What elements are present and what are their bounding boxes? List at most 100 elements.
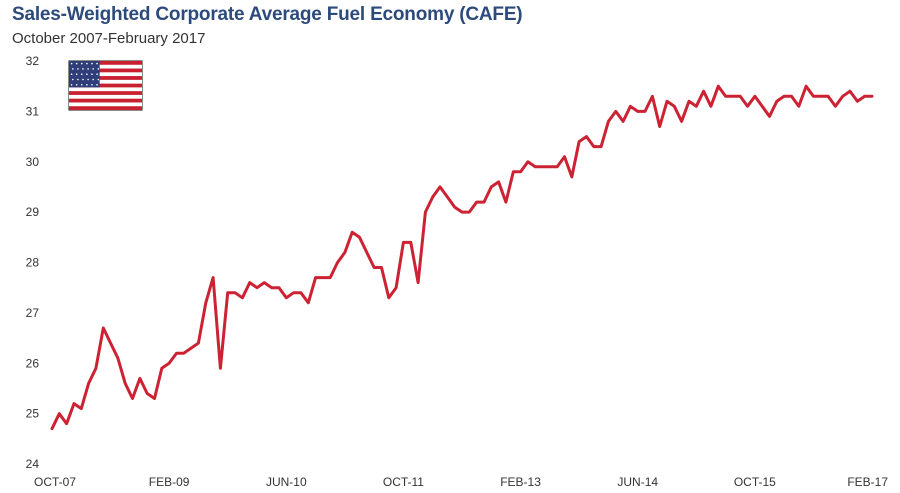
flag-star <box>77 68 79 70</box>
data-point <box>117 357 119 359</box>
data-point <box>856 100 858 102</box>
data-point <box>527 161 529 163</box>
flag-star <box>97 68 100 70</box>
data-point <box>197 342 199 344</box>
data-point <box>234 292 236 294</box>
x-tick-label: FEB-13 <box>500 475 541 489</box>
data-point <box>717 85 719 87</box>
data-point <box>761 105 763 107</box>
data-point <box>219 367 221 369</box>
data-point <box>271 287 273 289</box>
flag-star <box>87 78 89 81</box>
data-point <box>703 90 705 92</box>
flag-star <box>86 73 88 75</box>
x-tick-label: JUN-10 <box>266 475 307 489</box>
data-point <box>322 277 324 279</box>
data-point <box>439 186 441 188</box>
y-tick-label: 30 <box>26 155 40 169</box>
data-point <box>534 166 536 168</box>
data-point <box>344 251 346 253</box>
data-point <box>146 393 148 394</box>
y-tick-label: 24 <box>26 457 40 471</box>
data-point <box>637 110 639 112</box>
data-point <box>769 115 770 117</box>
data-point <box>388 297 390 299</box>
data-point <box>827 95 829 97</box>
data-point <box>520 171 522 173</box>
data-point <box>168 362 170 364</box>
y-tick-label: 26 <box>26 356 40 370</box>
data-point <box>490 186 492 188</box>
x-tick-label: OCT-15 <box>734 475 776 489</box>
data-point <box>190 347 192 349</box>
data-point <box>776 100 778 102</box>
data-point <box>681 120 683 122</box>
flag-stripe <box>69 83 142 88</box>
flag-star <box>97 78 100 81</box>
y-tick-label: 28 <box>26 256 40 270</box>
data-point <box>498 181 500 183</box>
data-point <box>73 403 75 405</box>
data-point <box>424 211 426 213</box>
data-point <box>754 95 756 97</box>
data-point <box>476 201 478 203</box>
data-point <box>629 105 631 107</box>
data-point <box>366 251 368 253</box>
data-point <box>176 352 177 354</box>
data-point <box>556 166 558 168</box>
data-point <box>593 146 595 148</box>
flag-stripe <box>69 98 142 103</box>
data-point <box>564 156 565 158</box>
data-point <box>58 413 60 415</box>
x-tick-label: OCT-11 <box>383 475 424 489</box>
data-point <box>51 428 53 430</box>
data-point <box>278 287 280 289</box>
flag-star <box>91 73 93 75</box>
flag-stripe <box>69 106 142 110</box>
data-point <box>212 277 214 279</box>
data-point <box>351 231 353 233</box>
x-tick-label: OCT-07 <box>34 475 76 489</box>
chart-title: Sales-Weighted Corporate Average Fuel Ec… <box>12 4 523 25</box>
data-point <box>110 342 112 344</box>
flag-star <box>86 62 88 65</box>
flag-star <box>80 83 83 86</box>
data-point <box>688 100 690 102</box>
series-line <box>50 84 874 431</box>
data-point <box>432 196 434 198</box>
data-point <box>102 327 104 329</box>
flag-star <box>75 62 78 65</box>
data-point <box>622 120 624 122</box>
data-point <box>381 267 382 268</box>
flag-star <box>96 83 98 86</box>
data-point <box>241 297 243 299</box>
data-point <box>227 292 229 294</box>
data-point <box>732 95 734 97</box>
flag-stripe <box>69 76 142 80</box>
flag-star <box>77 78 79 81</box>
x-tick-label: FEB-17 <box>847 475 888 489</box>
flag-star <box>91 83 93 86</box>
data-point <box>161 367 163 369</box>
y-tick-label: 32 <box>26 54 40 68</box>
series-group <box>50 84 874 431</box>
data-point <box>95 367 97 369</box>
data-point <box>402 241 404 243</box>
chart-subtitle: October 2007-February 2017 <box>12 30 206 47</box>
data-point <box>659 126 661 127</box>
y-axis: 24 25 26 27 28 29 30 31 32 <box>26 54 40 471</box>
data-point <box>812 95 814 97</box>
flag-star <box>92 68 94 70</box>
data-point <box>483 201 485 203</box>
data-point <box>329 277 331 279</box>
flag-star <box>86 83 88 86</box>
data-point <box>673 105 675 107</box>
flag-star <box>91 62 93 65</box>
data-point <box>263 282 265 284</box>
flag-stripe <box>69 91 142 95</box>
data-point <box>410 241 412 243</box>
data-point <box>132 398 133 399</box>
data-point <box>644 110 646 112</box>
data-point <box>578 141 580 143</box>
